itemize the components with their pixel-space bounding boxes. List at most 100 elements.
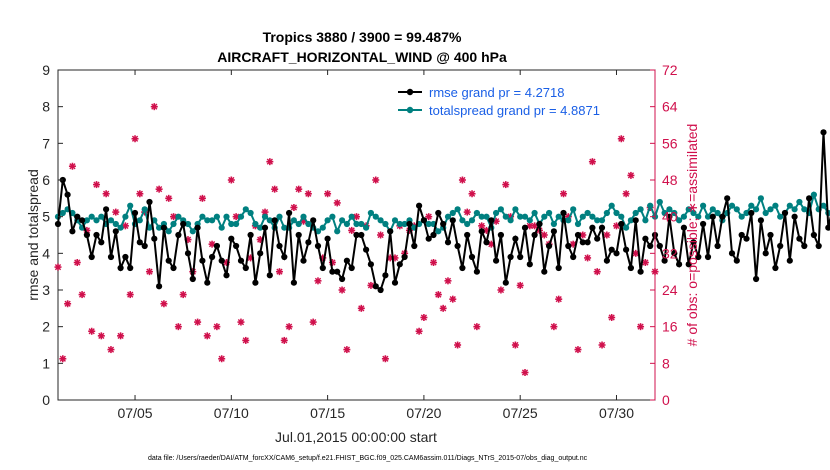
rmse-point [107, 253, 115, 261]
obs-marker [617, 135, 625, 143]
obs-marker [372, 176, 380, 184]
rmse-point [358, 231, 365, 239]
y-right-tick-label: 56 [662, 135, 678, 151]
totalspread-point [363, 224, 370, 231]
rmse-point [141, 242, 148, 250]
totalspread-point [757, 195, 765, 202]
y-left-tick-label: 9 [42, 62, 50, 78]
totalspread-point [647, 202, 654, 209]
rmse-point [810, 231, 818, 239]
y-axis-right: 0 8 16 24 32 40 48 56 64 72 [650, 62, 678, 408]
rmse-point [464, 231, 471, 239]
rmse-point [348, 264, 355, 272]
rmse-point [175, 231, 182, 239]
rmse-point [468, 253, 476, 261]
totalspread-point [170, 220, 177, 228]
rmse-point [555, 264, 562, 272]
totalspread-point [266, 217, 273, 224]
totalspread-point [295, 220, 302, 228]
rmse-point [676, 261, 683, 268]
y-right-tick-label: 24 [662, 282, 678, 298]
rmse-point [753, 275, 760, 283]
totalspread-point [656, 198, 663, 206]
rmse-point [353, 231, 360, 239]
totalspread-point [218, 224, 225, 231]
obs-marker [434, 291, 442, 299]
totalspread-point [521, 213, 529, 220]
obs-marker [353, 213, 360, 221]
rmse-point [156, 283, 163, 290]
rmse-point [570, 253, 577, 261]
obs-marker [78, 291, 86, 299]
rmse-point [584, 239, 591, 246]
totalspread-point [233, 220, 240, 228]
totalspread-point [574, 220, 582, 228]
rmse-point [507, 253, 514, 261]
rmse-point [136, 239, 143, 246]
totalspread-point [497, 206, 504, 213]
x-tick-label: 07/10 [214, 405, 249, 421]
obs-marker [637, 323, 645, 331]
totalspread-point [305, 220, 312, 228]
totalspread-point [353, 220, 360, 228]
totalspread-point [738, 213, 745, 220]
rmse-point [574, 231, 582, 239]
obs-marker [324, 190, 332, 198]
totalspread-point [748, 202, 755, 209]
rmse-point [290, 279, 297, 286]
rmse-point [305, 239, 312, 246]
obs-marker [68, 162, 76, 170]
totalspread-point [570, 206, 577, 213]
totalspread-point [401, 220, 408, 228]
rmse-point [700, 220, 707, 228]
totalspread-point [324, 217, 331, 224]
rmse-point [488, 217, 495, 224]
totalspread-point [468, 217, 476, 224]
totalspread-point [623, 224, 630, 231]
obs-marker [304, 190, 312, 198]
rmse-point [777, 242, 784, 250]
legend: rmse grand pr = 4.2718 totalspread grand… [398, 85, 600, 118]
totalspread-point [319, 224, 326, 231]
rmse-point [367, 261, 374, 268]
totalspread-point [820, 202, 827, 209]
obs-marker [521, 369, 529, 376]
obs-marker [165, 194, 173, 202]
totalspread-point [565, 217, 572, 224]
totalspread-point [608, 202, 615, 209]
obs-marker [102, 190, 110, 198]
rmse-point [603, 257, 611, 264]
obs-marker [430, 259, 438, 266]
totalspread-point [695, 213, 702, 220]
rmse-point [170, 264, 177, 272]
rmse-point [623, 246, 630, 253]
y-left-tick-label: 7 [42, 135, 50, 151]
obs-marker [473, 323, 481, 331]
y-left-tick-label: 4 [42, 245, 50, 261]
rmse-point [184, 250, 192, 257]
rmse-point [387, 228, 394, 235]
rmse-point [521, 224, 529, 231]
obs-marker [593, 268, 601, 276]
totalspread-point [464, 220, 471, 228]
totalspread-point [136, 217, 143, 224]
y-right-tick-label: 72 [662, 62, 678, 78]
totalspread-point [796, 198, 803, 206]
rmse-point [493, 257, 500, 264]
rmse-point [257, 250, 264, 257]
obs-marker [295, 185, 303, 193]
rmse-point [440, 220, 447, 228]
obs-marker [622, 190, 630, 198]
totalspread-point [767, 206, 774, 213]
y-left-tick-label: 3 [42, 282, 50, 298]
rmse-point [295, 231, 302, 239]
rmse-point [647, 242, 654, 250]
totalspread-point [107, 217, 115, 224]
totalspread-point [396, 220, 403, 228]
totalspread-point [459, 217, 466, 224]
totalspread-point [555, 213, 562, 220]
obs-marker [540, 231, 548, 239]
obs-marker [468, 190, 476, 198]
rmse-point [281, 253, 288, 261]
rmse-point [310, 217, 317, 224]
